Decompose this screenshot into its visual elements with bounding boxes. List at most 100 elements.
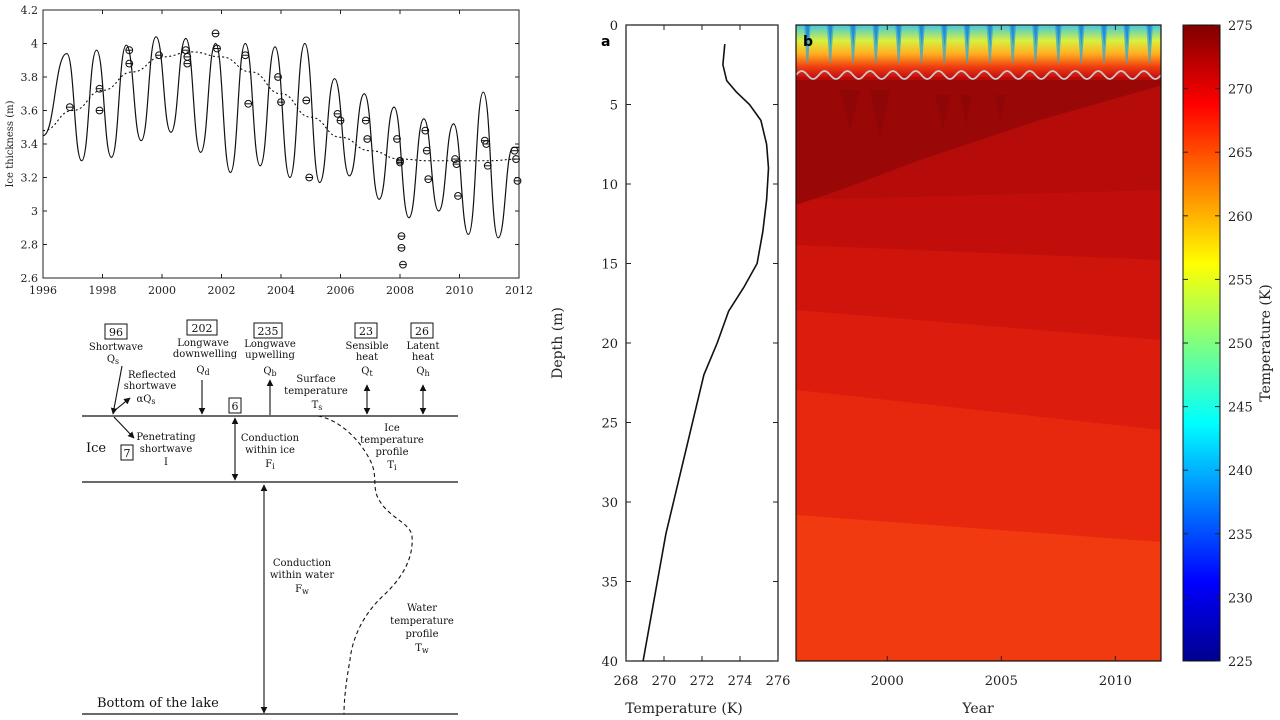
chart1-ytick-label: 3.6 [21, 105, 39, 118]
colorbar-tick-label: 230 [1228, 591, 1253, 606]
chart1-observation-point [241, 51, 250, 60]
reflected-shortwave-name: Reflected shortwave [124, 370, 177, 392]
chart1-observation-point [397, 243, 406, 252]
chart1-ytick-label: 2.6 [21, 272, 39, 285]
chart1-observation-point [510, 146, 519, 155]
chart1-ytick-label: 4 [31, 38, 38, 51]
longwave-down-value-box [186, 319, 218, 336]
water-profile-symbol: Tw [415, 643, 429, 655]
colorbar-tick-label: 245 [1228, 401, 1253, 416]
colorbar [1182, 24, 1221, 662]
conduction-ice-value: 6 [232, 400, 239, 413]
chart1-observation-point [125, 46, 134, 55]
chart1-observation-point [305, 173, 314, 182]
panel-b-xtick-label: 2000 [871, 674, 904, 689]
penetrating-name: Penetrating shortwave [136, 432, 196, 455]
ice-profile-name: Ice temperature profile [360, 423, 424, 458]
surface-temperature-name: Surface temperature [284, 374, 348, 397]
chart1-xtick-label: 2010 [446, 284, 474, 297]
chart1-observation-point [454, 192, 462, 200]
panel-b-frame [795, 24, 1162, 662]
shortwave-value-box [104, 323, 128, 340]
longwave-up-name: Longwave upwelling [244, 339, 296, 361]
panel-a-ytick-label: 40 [601, 655, 618, 670]
water-profile-name: Water temperature profile [390, 603, 454, 640]
chart1-observation-point [65, 103, 74, 112]
ice-thickness-chart: 1996 1998 2000 2002 2004 2006 2008 2010 2012 2.6 2… [5, 4, 533, 297]
sensible-heat-name: Sensible heat [345, 341, 388, 363]
chart1-observation-point [274, 73, 282, 81]
chart1-observation-point [421, 126, 430, 135]
panel-a-frame [625, 24, 779, 662]
longwave-up-value-box [253, 322, 283, 339]
bottom-of-lake-label: Bottom of the lake [97, 696, 219, 711]
chart1-observation-point [213, 44, 221, 53]
chart1-observation-point [277, 98, 285, 107]
chart1-observation-point [211, 29, 220, 38]
chart1-observation-point [513, 176, 522, 185]
chart1-ylabel: Ice thickness (m) [5, 100, 16, 187]
longwave-up-value: 235 [258, 325, 279, 338]
colorbar-tick-label: 240 [1228, 464, 1253, 479]
chart1-observation-point [183, 53, 192, 61]
chart1-xtick-label: 2008 [386, 284, 414, 297]
chart1-observation-point [512, 155, 520, 163]
chart1-observation-point [95, 84, 104, 93]
colorbar-label: Temperature (K) [1258, 284, 1274, 402]
panel-a-xtick-label: 272 [690, 674, 715, 689]
chart1-observation-point [181, 46, 190, 55]
chart1-observation-point [125, 59, 134, 68]
chart1-xtick-label: 1996 [29, 284, 57, 297]
chart1-observation-point [397, 232, 406, 241]
chart1-xtick-label: 2004 [267, 284, 295, 297]
chart1-observation-point [333, 109, 342, 118]
ice-profile-symbol: Ti [387, 460, 397, 472]
penetrating-symbol: I [164, 457, 168, 468]
shortwave-arrow [110, 365, 123, 415]
penetrating-arrow [113, 416, 135, 439]
ice-label: Ice [86, 441, 106, 456]
longwave-up-symbol: Qb [263, 366, 276, 378]
colorbar-tick-label: 275 [1228, 19, 1253, 34]
longwave-down-value: 202 [192, 322, 213, 335]
colorbar-tick-label: 225 [1228, 655, 1253, 670]
panel-a-ytick-label: 30 [601, 496, 618, 511]
reflected-arrow [113, 397, 131, 412]
panel-a-xlabel: Temperature (K) [625, 701, 743, 717]
conduction-ice-value-box [228, 397, 242, 414]
panel-a-xtick-label: 276 [766, 674, 791, 689]
shortwave-name: Shortwave [89, 342, 143, 353]
latent-heat-name: Latent heat [407, 341, 440, 363]
reflected-shortwave-symbol: αQs [136, 394, 155, 406]
longwave-down-name: Longwave downwelling [173, 338, 238, 360]
chart1-observation-point [302, 96, 311, 105]
chart1-observation-point [244, 99, 253, 108]
chart1-xtick-label: 2000 [148, 284, 176, 297]
chart1-ytick-label: 4.2 [21, 4, 39, 17]
chart1-ytick-label: 2.8 [21, 239, 39, 252]
chart1-xtick-label: 2006 [327, 284, 355, 297]
sensible-heat-value-box [354, 322, 378, 339]
energy-balance-diagram: Ice Bottom of the lake 96 Shortwave Qs R… [82, 319, 458, 715]
colorbar-tick-label: 270 [1228, 83, 1253, 98]
chart1-observation-point [396, 158, 404, 167]
chart1-observation-point [452, 160, 461, 169]
panel-a-ytick-label: 15 [601, 258, 618, 273]
chart1-plot-frame [42, 9, 520, 279]
colorbar-tick-label: 250 [1228, 337, 1253, 352]
chart1-observation-point [451, 155, 459, 163]
chart1-ytick-label: 3.4 [21, 138, 39, 151]
chart1-observation-point [399, 260, 407, 269]
chart1-ytick-label: 3.8 [21, 71, 39, 84]
panel-b-xtick-label: 2005 [985, 674, 1018, 689]
shortwave-symbol: Qs [107, 354, 119, 366]
colorbar-tick-label: 260 [1228, 210, 1253, 225]
conduction-water-name: Conduction within water [270, 558, 334, 581]
chart1-observation-point [483, 161, 492, 170]
chart1-observation-point [361, 116, 370, 125]
latent-heat-value: 26 [415, 325, 429, 338]
chart1-observation-point [422, 146, 431, 155]
panel-a-profile-line [642, 44, 770, 662]
latent-heat-symbol: Qh [416, 366, 429, 378]
conduction-water-symbol: Fw [295, 584, 309, 596]
